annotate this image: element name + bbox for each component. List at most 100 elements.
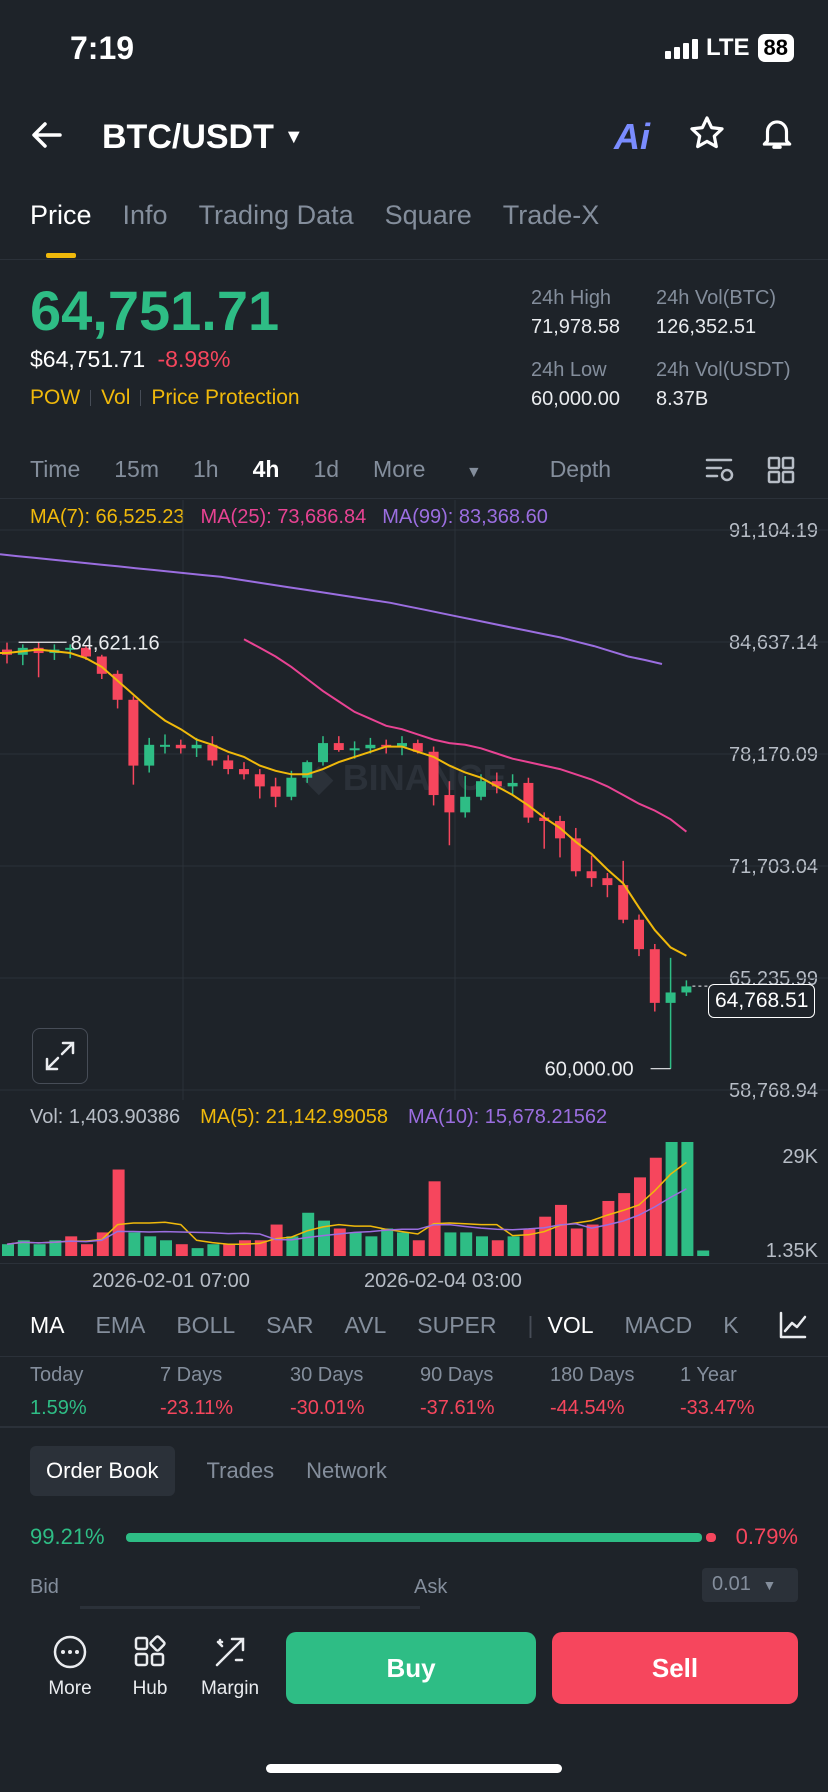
nav-margin[interactable]: Margin <box>190 1632 270 1700</box>
margin-icon <box>215 1637 245 1667</box>
candle-body <box>160 744 170 747</box>
interval-1d[interactable]: 1d <box>313 456 340 482</box>
stat-value: 71,978.58 <box>531 316 620 338</box>
volume-bar <box>397 1232 409 1256</box>
interval-time[interactable]: Time <box>30 456 81 482</box>
ma25-line <box>243 638 688 833</box>
volume-bar <box>428 1181 441 1256</box>
tab-trading-data[interactable]: Trading Data <box>198 200 354 230</box>
tab-order-book[interactable]: Order Book <box>30 1446 175 1496</box>
interval-4h[interactable]: 4h <box>252 456 280 482</box>
ind-avl[interactable]: AVL <box>344 1312 387 1338</box>
tab-square[interactable]: Square <box>384 200 472 230</box>
stat-label: 24h Vol(USDT) <box>656 359 791 381</box>
nav-hub-label: Hub <box>132 1678 168 1699</box>
tag-separator <box>140 390 142 406</box>
ind-ema[interactable]: EMA <box>95 1312 146 1338</box>
ind-k[interactable]: K <box>723 1312 739 1338</box>
perf-label: Today <box>30 1364 84 1386</box>
interval-1h[interactable]: 1h <box>193 456 219 482</box>
vol-ma5-label: MA(5): 21,142.99058 <box>200 1106 389 1128</box>
perf-value: -37.61% <box>420 1397 495 1419</box>
volume-bar <box>302 1212 315 1256</box>
ind-ma[interactable]: MA <box>30 1312 65 1338</box>
y-tick: 78,170.09 <box>729 744 818 766</box>
perf-label: 7 Days <box>160 1364 223 1386</box>
nav-hub[interactable]: Hub <box>110 1632 190 1700</box>
perf-value: -44.54% <box>550 1397 625 1419</box>
candle-body <box>634 919 644 950</box>
battery-icon: 88 <box>757 34 794 62</box>
pair-selector[interactable]: BTC/USDT ▼ <box>102 118 304 157</box>
ind-macd[interactable]: MACD <box>624 1312 693 1338</box>
high-marker-label: 84,621.16 <box>71 632 160 654</box>
ind-vol[interactable]: VOL <box>547 1312 594 1338</box>
interval-depth[interactable]: Depth <box>549 456 612 482</box>
ma7-line <box>0 648 687 957</box>
stat-label: 24h Low <box>531 359 607 381</box>
perf-cell: 180 Days -44.54% <box>550 1364 680 1420</box>
back-arrow-icon[interactable] <box>30 118 64 162</box>
tab-info[interactable]: Info <box>122 200 168 230</box>
nav-more[interactable]: More <box>30 1632 110 1700</box>
volume-bar <box>128 1232 141 1256</box>
candle-body <box>65 647 76 650</box>
volume-bar <box>634 1177 646 1256</box>
stat-value: 126,352.51 <box>656 316 757 338</box>
tag-vol[interactable]: Vol <box>101 386 131 409</box>
ai-icon[interactable]: Ai <box>614 116 650 157</box>
sell-button[interactable]: Sell <box>552 1632 798 1704</box>
volume-bar <box>523 1228 536 1256</box>
caret-down-icon: ▼ <box>465 464 482 481</box>
ma-legend: MA(7): 66,525.23 MA(25): 73,686.84 MA(99… <box>30 506 548 529</box>
grid-layout-icon[interactable] <box>766 455 796 490</box>
ind-super[interactable]: SUPER <box>417 1312 497 1338</box>
tag-price-protection[interactable]: Price Protection <box>151 386 300 409</box>
volume-bar <box>491 1240 504 1256</box>
tag-separator <box>90 390 92 406</box>
buy-button[interactable]: Buy <box>286 1632 536 1704</box>
stat-value: 60,000.00 <box>531 388 620 410</box>
ind-sar[interactable]: SAR <box>266 1312 314 1338</box>
volume-bar <box>207 1244 220 1256</box>
depth-precision-select[interactable]: 0.01 ▼ <box>702 1568 798 1602</box>
divider <box>0 259 828 260</box>
volume-bar <box>618 1193 631 1256</box>
bell-icon[interactable] <box>758 114 796 161</box>
candle-body <box>555 821 565 839</box>
last-price: 64,751.71 <box>30 279 280 342</box>
volume-bar <box>81 1244 93 1256</box>
perf-value: 1.59% <box>30 1397 87 1419</box>
ind-boll[interactable]: BOLL <box>176 1312 236 1338</box>
tab-network[interactable]: Network <box>306 1458 387 1483</box>
divider <box>0 1426 828 1428</box>
candle-body <box>333 743 344 751</box>
y-tick: 58,768.94 <box>729 1080 818 1102</box>
tag-pow[interactable]: POW <box>30 386 81 409</box>
status-bar-right: LTE 88 <box>664 34 794 62</box>
watermark-logo: ◆ BINANCE <box>304 757 507 798</box>
fullscreen-button[interactable] <box>32 1028 88 1084</box>
y-tick: 91,104.19 <box>729 520 818 542</box>
candle-body <box>349 748 360 751</box>
volume-bar <box>412 1240 425 1256</box>
chart-settings-icon[interactable] <box>704 454 736 491</box>
candle-body <box>618 885 629 920</box>
vol-axis-tick: 1.35K <box>765 1240 818 1262</box>
y-tick: 84,637.14 <box>729 632 818 654</box>
interval-more-label: More <box>373 456 426 482</box>
tab-trade-x[interactable]: Trade-X <box>502 200 600 230</box>
volume-legend: Vol: 1,403.90386 MA(5): 21,142.99058 MA(… <box>30 1106 607 1129</box>
divider <box>0 1356 828 1357</box>
volume-bar <box>223 1244 236 1256</box>
tab-price[interactable]: Price <box>30 200 92 230</box>
volume-bar <box>112 1169 125 1256</box>
interval-more[interactable]: More ▼ <box>373 456 516 483</box>
indicator-settings-button[interactable] <box>758 1300 828 1350</box>
interval-15m[interactable]: 15m <box>114 456 160 482</box>
tab-trades[interactable]: Trades <box>206 1458 275 1483</box>
candlestick-chart[interactable]: ◆ BINANCE 84,621.16 60,000.00 <box>0 500 828 1100</box>
star-icon[interactable] <box>688 114 726 162</box>
volume-bar <box>586 1224 599 1256</box>
volume-bar <box>65 1236 78 1256</box>
